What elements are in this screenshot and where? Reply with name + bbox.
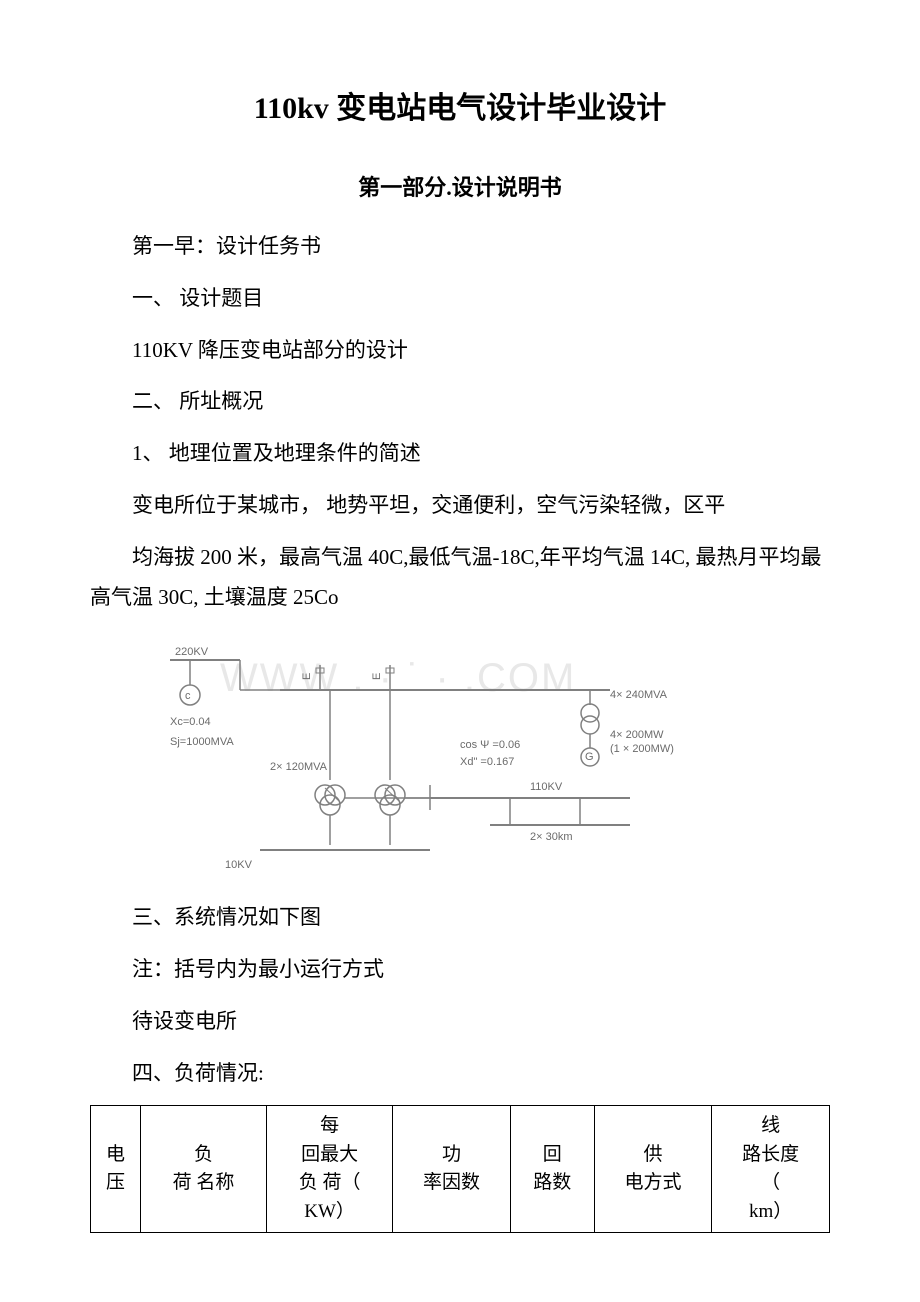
svg-text:c: c [185, 690, 191, 702]
diagram-label: cos Ψ =0.06 [460, 739, 520, 751]
table-header: 每回最大负 荷（KW） [267, 1106, 393, 1233]
table-header: 回路数 [510, 1106, 594, 1233]
diagram-label: 4× 200MW [610, 729, 664, 741]
section-subtitle: 第一部分.设计说明书 [90, 167, 830, 209]
diagram-label: Sj=1000MVA [170, 736, 234, 748]
diagram-label: 220KV [175, 646, 209, 658]
paragraph: 三、系统情况如下图 [90, 898, 830, 938]
paragraph: 1、 地理位置及地理条件的简述 [90, 434, 830, 474]
circuit-diagram: 220KV c Xc=0.04 Sj=1000MVA E E 4× 240MVA [130, 630, 690, 890]
svg-text:E: E [301, 673, 313, 680]
svg-text:E: E [371, 673, 383, 680]
paragraph: 待设变电所 [90, 1002, 830, 1042]
paragraph: 四、负荷情况: [90, 1054, 830, 1094]
diagram-label: (1 × 200MW) [610, 743, 674, 755]
diagram-label: 10KV [225, 859, 253, 871]
svg-text:G: G [585, 751, 594, 763]
table-row: 电压 负荷 名称 每回最大负 荷（KW） 功率因数 回路数 供电方式 线路长度（… [91, 1106, 830, 1233]
paragraph: 第一早：设计任务书 [90, 227, 830, 267]
diagram-label: 2× 30km [530, 831, 573, 843]
diagram-label: Xc=0.04 [170, 716, 211, 728]
table-header: 供电方式 [594, 1106, 712, 1233]
diagram-label: Xd" =0.167 [460, 756, 514, 768]
table-header: 负荷 名称 [140, 1106, 266, 1233]
paragraph: 一、 设计题目 [90, 279, 830, 319]
document-title: 110kv 变电站电气设计毕业设计 [90, 80, 830, 137]
table-header: 功率因数 [393, 1106, 511, 1233]
load-table: 电压 负荷 名称 每回最大负 荷（KW） 功率因数 回路数 供电方式 线路长度（… [90, 1105, 830, 1233]
paragraph: 注：括号内为最小运行方式 [90, 950, 830, 990]
paragraph: 110KV 降压变电站部分的设计 [90, 331, 830, 371]
paragraph: 均海拔 200 米，最高气温 40C,最低气温-18C,年平均气温 14C, 最… [90, 538, 830, 618]
table-header: 电压 [91, 1106, 141, 1233]
paragraph: 二、 所址概况 [90, 382, 830, 422]
paragraph: 变电所位于某城市， 地势平坦，交通便利，空气污染轻微，区平 [90, 486, 830, 526]
table-header: 线路长度（km） [712, 1106, 830, 1233]
diagram-label: 2× 120MVA [270, 761, 328, 773]
diagram-label: 110KV [530, 781, 563, 793]
diagram-label: 4× 240MVA [610, 689, 668, 701]
